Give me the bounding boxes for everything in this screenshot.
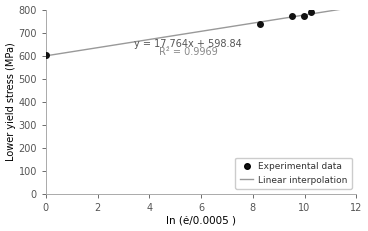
Point [43, 54, 49, 57]
Text: y = 17.764x + 598.84: y = 17.764x + 598.84 [134, 39, 242, 49]
X-axis label: ln (ė̇/0.0005 ): ln (ė̇/0.0005 ) [166, 216, 236, 225]
Point [257, 22, 263, 26]
Point [308, 10, 314, 14]
Legend: Experimental data, Linear interpolation: Experimental data, Linear interpolation [235, 158, 352, 189]
Point [289, 15, 295, 18]
Point [301, 14, 307, 17]
Text: R² = 0.9969: R² = 0.9969 [159, 47, 217, 57]
Y-axis label: Lower yield stress (MPa): Lower yield stress (MPa) [6, 42, 15, 161]
